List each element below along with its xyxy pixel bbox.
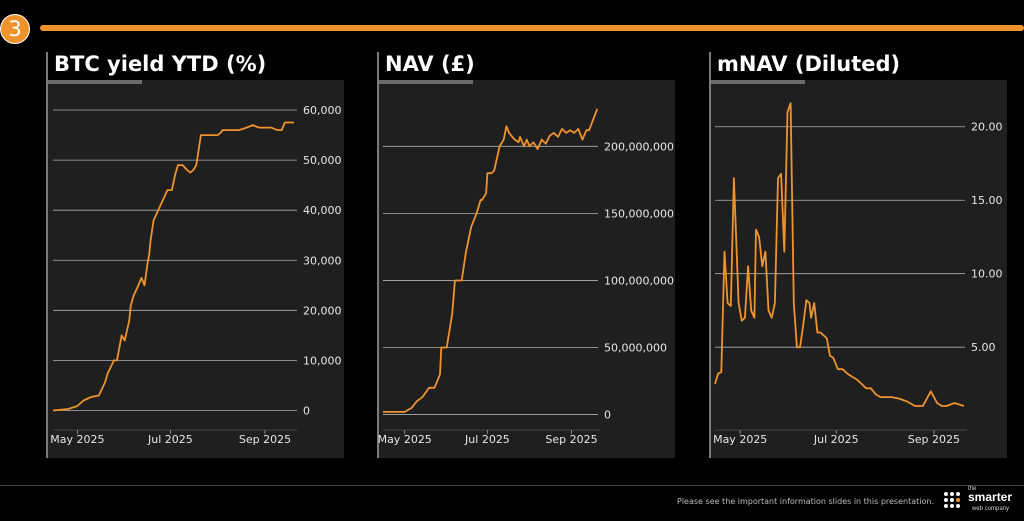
btc-yield-panel-left-border — [46, 52, 48, 458]
btc-yield-x-tick-label: May 2025 — [50, 433, 104, 446]
mnav-panel-left-border — [709, 52, 711, 458]
nav-y-tick-label: 200,000,000 — [604, 140, 674, 153]
mnav-series-line — [714, 102, 965, 407]
btc-yield-y-tick-label: 10,000 — [303, 354, 342, 367]
mnav-y-tick-label: 5.00 — [971, 341, 996, 354]
mnav-y-tick-label: 15.00 — [971, 194, 1003, 207]
btc-yield-y-tick-label: 50,000 — [303, 154, 342, 167]
nav-y-tick-label: 0 — [604, 409, 611, 422]
logo-the: the — [968, 486, 977, 492]
nav-y-tick-label: 50,000,000 — [604, 342, 667, 355]
btc-yield-y-tick-label: 30,000 — [303, 254, 342, 267]
nav-panel-left-border — [377, 52, 379, 458]
nav-panel-background — [379, 80, 675, 458]
nav-x-tick-label: Jul 2025 — [464, 433, 510, 446]
btc-yield-y-tick-label: 60,000 — [303, 104, 342, 117]
company-logo: the smarter web company — [944, 486, 1024, 518]
nav-title-underline — [379, 80, 473, 84]
mnav-panel-background — [711, 80, 1007, 458]
mnav-x-tick-label: Sep 2025 — [908, 433, 960, 446]
logo-name: smarter — [968, 490, 1013, 504]
mnav-y-tick-label: 20.00 — [971, 121, 1003, 134]
btc-yield-series-line — [52, 121, 294, 412]
btc-yield-y-tick-label: 40,000 — [303, 204, 342, 217]
btc-yield-x-tick-label: Sep 2025 — [239, 433, 291, 446]
mnav-y-tick-label: 10.00 — [971, 268, 1003, 281]
logo-tagline: web company — [972, 506, 1010, 512]
btc-yield-chart-title: BTC yield YTD (%) — [54, 52, 267, 76]
btc-yield-y-tick-label: 20,000 — [303, 304, 342, 317]
logo-dots-icon — [944, 492, 964, 512]
btc-yield-x-tick-label: Jul 2025 — [147, 433, 193, 446]
mnav-chart-title: mNAV (Diluted) — [717, 52, 901, 76]
mnav-x-tick-label: Jul 2025 — [813, 433, 859, 446]
nav-chart-title: NAV (£) — [385, 52, 475, 76]
mnav-x-tick-label: May 2025 — [713, 433, 767, 446]
btc-yield-y-tick-label: 0 — [303, 404, 310, 417]
footer-disclaimer: Please see the important information sli… — [677, 497, 934, 506]
top-accent-rule — [40, 25, 1024, 31]
nav-x-tick-label: Sep 2025 — [545, 433, 597, 446]
nav-y-tick-label: 100,000,000 — [604, 274, 674, 287]
mnav-title-underline — [711, 80, 805, 84]
nav-series-line — [383, 108, 599, 413]
nav-x-tick-label: May 2025 — [378, 433, 432, 446]
footer-divider — [0, 485, 1024, 486]
nav-y-tick-label: 150,000,000 — [604, 207, 674, 220]
btc-yield-title-underline — [48, 80, 142, 84]
slide-number-badge: 3 — [0, 14, 30, 44]
